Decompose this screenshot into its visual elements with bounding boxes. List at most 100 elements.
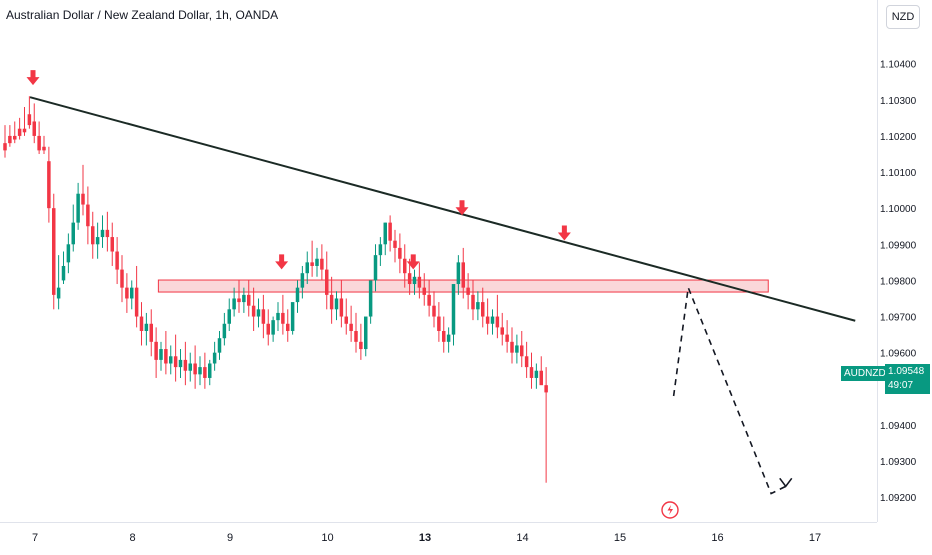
y-tick-label: 1.09900: [880, 240, 917, 251]
x-tick-label: 13: [419, 532, 431, 544]
candle-body: [417, 276, 422, 288]
projection-path: [672, 284, 787, 495]
candle-body: [266, 323, 270, 335]
symbol-price-label: AUDNZD: [841, 366, 889, 381]
candle-body: [515, 345, 519, 353]
currency-button[interactable]: NZD: [886, 5, 920, 29]
x-tick-label: 16: [711, 532, 723, 544]
candle-body: [344, 316, 348, 324]
candle-body: [490, 316, 495, 324]
candle-body: [227, 309, 231, 324]
candle-body: [261, 309, 266, 324]
candle-body: [383, 222, 387, 245]
y-tick-label: 1.10200: [880, 132, 917, 143]
candle-body: [403, 258, 407, 274]
candle-body: [203, 367, 207, 378]
candle-body: [520, 345, 524, 357]
x-tick-label: 10: [321, 532, 333, 544]
candle-body: [456, 262, 461, 285]
candle-body: [222, 323, 227, 339]
candle-body: [56, 287, 61, 299]
candle-body: [310, 262, 314, 266]
candle-body: [134, 287, 139, 317]
candle-body: [183, 359, 188, 371]
candle-countdown: 49:07: [888, 380, 914, 391]
trendline: [29, 96, 856, 322]
candle-body: [481, 302, 485, 317]
candle-body: [476, 302, 480, 310]
candle-body: [42, 146, 46, 151]
candle-body: [193, 363, 197, 375]
candle-body: [359, 341, 363, 350]
candle-body: [544, 385, 548, 393]
y-tick-label: 1.10300: [880, 96, 917, 107]
candle-body: [334, 298, 339, 310]
candle-body: [247, 294, 251, 306]
candle-body: [368, 280, 373, 317]
x-tick-label: 9: [227, 532, 233, 544]
candle-body: [139, 316, 144, 331]
candle-body: [198, 367, 202, 375]
candle-body: [237, 298, 241, 303]
candle-body: [212, 352, 217, 364]
candle-body: [13, 135, 17, 140]
candle-body: [442, 330, 446, 342]
down-arrow-marker: [455, 200, 469, 216]
candle-body: [437, 316, 441, 331]
down-arrow-marker: [406, 254, 420, 270]
candle-body: [407, 273, 412, 285]
candle-body: [76, 193, 80, 223]
y-tick-label: 1.09800: [880, 276, 917, 287]
down-arrow-marker: [275, 254, 289, 270]
candle-body: [329, 294, 334, 310]
candle-body: [539, 370, 543, 386]
candle-body: [339, 298, 344, 317]
candle-body: [164, 349, 168, 364]
candle-body: [66, 244, 71, 263]
y-tick-label: 1.09700: [880, 313, 917, 324]
candle-body: [37, 135, 41, 151]
candle-body: [354, 330, 358, 342]
down-arrow-marker: [26, 70, 40, 86]
candle-body: [47, 161, 51, 209]
price-axis[interactable]: [877, 0, 878, 522]
candle-body: [505, 334, 509, 342]
candle-body: [451, 284, 456, 335]
candle-body: [349, 323, 353, 331]
last-price-value: 1.09548: [888, 366, 925, 377]
candle-body: [178, 359, 183, 368]
candle-body: [305, 262, 309, 274]
candle-body: [125, 287, 129, 299]
candle-body: [242, 294, 246, 303]
candle-body: [22, 128, 27, 133]
candle-body: [100, 229, 105, 238]
y-tick-label: 1.09600: [880, 349, 917, 360]
candle-body: [325, 269, 329, 295]
candle-body: [144, 323, 149, 331]
x-tick-label: 7: [32, 532, 38, 544]
candle-body: [422, 287, 426, 295]
candle-body: [52, 208, 56, 295]
candle-body: [173, 356, 178, 368]
candle-body: [120, 269, 124, 288]
candle-body: [105, 229, 110, 238]
y-tick-label: 1.10000: [880, 204, 917, 215]
candle-body: [71, 222, 75, 245]
candle-body: [466, 287, 470, 295]
candle-body: [276, 312, 280, 321]
candle-body: [81, 193, 85, 205]
x-tick-label: 8: [129, 532, 135, 544]
candle-body: [154, 341, 158, 360]
time-axis[interactable]: [0, 522, 877, 523]
candle-body: [510, 341, 514, 353]
candle-body: [271, 320, 275, 335]
candle-body: [169, 356, 173, 364]
candle-body: [91, 226, 95, 245]
candle-body: [446, 334, 451, 342]
x-tick-label: 14: [516, 532, 528, 544]
candle-body: [281, 312, 285, 324]
candle-body: [159, 349, 163, 360]
candle-body: [432, 305, 436, 317]
